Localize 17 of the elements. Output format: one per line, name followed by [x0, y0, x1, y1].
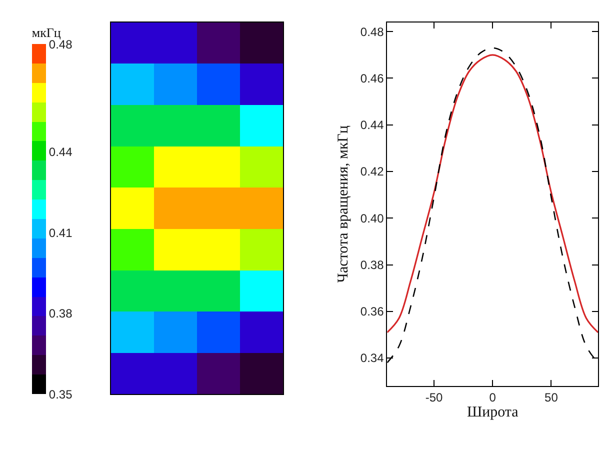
color-bar-label: 0.44: [48, 145, 73, 160]
y-tick-label: 0.42: [360, 164, 384, 179]
y-tick-label: 0.44: [360, 118, 384, 132]
color-bar-label: 0.38: [48, 306, 73, 321]
x-tick-label: 0: [489, 390, 496, 404]
y-tick-label: 0.48: [360, 24, 384, 39]
x-tick-label: -50: [425, 390, 444, 404]
x-tick-label: 50: [544, 390, 558, 404]
y-tick-label: 0.34: [360, 351, 384, 366]
color-bar-label: 0.35: [48, 387, 73, 402]
x-axis-title: Широта: [466, 404, 519, 420]
y-tick-label: 0.36: [360, 304, 384, 319]
y-tick-label: 0.40: [360, 211, 384, 226]
y-tick-label: 0.38: [360, 258, 384, 272]
y-axis-title: Частота вращения, мкГц: [336, 126, 352, 283]
y-tick-label: 0.46: [360, 71, 384, 86]
color-bar-label: 0.41: [48, 226, 73, 240]
